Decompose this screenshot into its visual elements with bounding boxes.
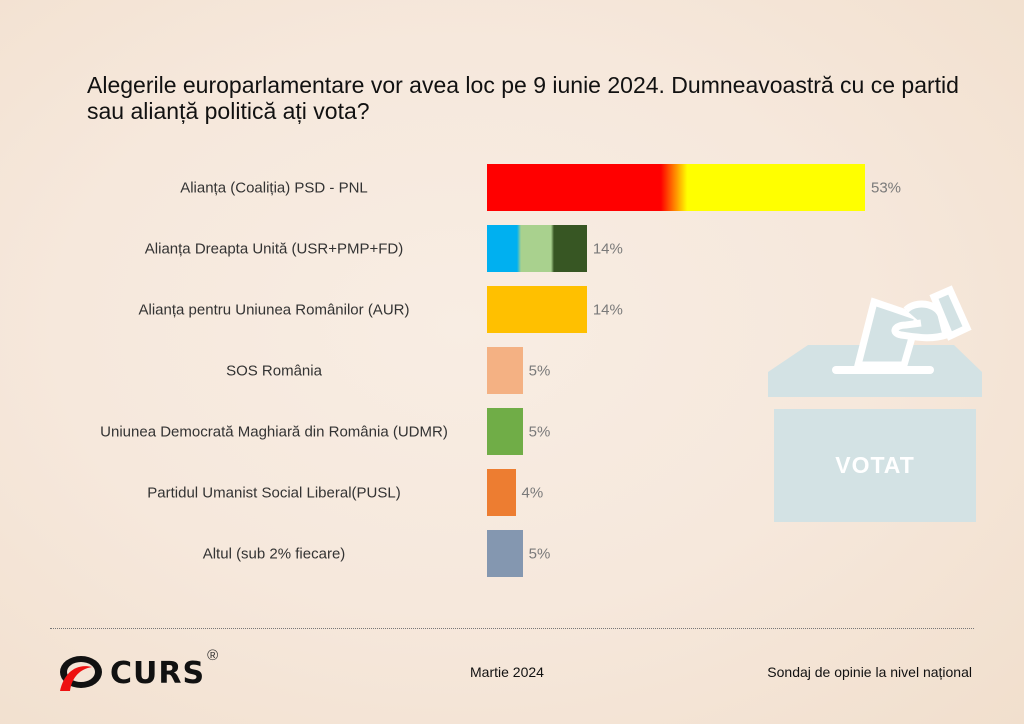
registered-mark: ®	[207, 647, 219, 664]
survey-note: Sondaj de opinie la nivel național	[767, 664, 972, 680]
category-label: Alianța Dreapta Unită (USR+PMP+FD)	[144, 240, 404, 258]
category-label: SOS România	[226, 362, 322, 380]
value-label: 5%	[528, 423, 551, 441]
category-label: Uniunea Democrată Maghiară din România (…	[100, 423, 448, 441]
ballot-box-icon	[768, 285, 982, 522]
category-label: Partidul Umanist Social Liberal(PUSL)	[147, 484, 401, 502]
bar-row: Alianța Dreapta Unită (USR+PMP+FD) 14%	[0, 225, 1024, 273]
divider	[50, 628, 974, 629]
bar	[487, 408, 523, 455]
value-label: 14%	[592, 240, 623, 258]
category-label: Alianța pentru Uniunea Românilor (AUR)	[138, 301, 410, 319]
bar	[487, 347, 523, 394]
curs-logo-icon	[60, 656, 102, 691]
value-label: 14%	[592, 301, 623, 319]
value-label: 5%	[528, 545, 551, 563]
bar	[487, 530, 523, 577]
bar-row: Partidul Umanist Social Liberal(PUSL) 4%	[0, 469, 1024, 517]
bar-row: Alianța (Coaliția) PSD - PNL 53%	[0, 164, 1024, 212]
ballot-box-label: VOTAT	[835, 452, 915, 478]
value-label: 53%	[871, 179, 902, 197]
bar	[487, 469, 516, 516]
bar	[487, 164, 865, 211]
category-label: Alianța (Coaliția) PSD - PNL	[180, 179, 368, 197]
bar-row: SOS România 5%	[0, 347, 1024, 395]
bar-row: Uniunea Democrată Maghiară din România (…	[0, 408, 1024, 456]
category-label: Altul (sub 2% fiecare)	[202, 545, 346, 563]
bar-row: Alianța pentru Uniunea Românilor (AUR) 14…	[0, 286, 1024, 334]
curs-logo: CURS ®	[56, 647, 218, 693]
bar	[487, 286, 587, 333]
survey-date: Martie 2024	[470, 664, 544, 680]
value-label: 5%	[528, 362, 551, 380]
value-label: 4%	[521, 484, 544, 502]
bar	[487, 225, 587, 272]
brand-name: CURS	[110, 655, 206, 691]
chart-title: Alegerile europarlamentare vor avea loc …	[87, 72, 959, 124]
bar-row: Altul (sub 2% fiecare) 5%	[0, 530, 1024, 578]
